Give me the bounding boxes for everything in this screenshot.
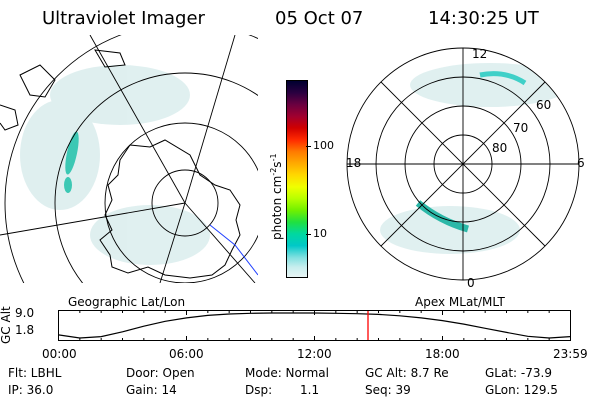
auroral-arc-geographic [64,131,79,193]
terminator-line [209,224,258,276]
timeline-xtick-0600: 06:00 [169,347,204,361]
status-gain: Gain: 14 [126,383,177,397]
latlon-grid [0,35,258,283]
colorbar [286,80,308,278]
instrument-title: Ultraviolet Imager [42,8,205,29]
status-gc-alt: GC Alt: 8.7 Re [365,366,449,380]
timeline-ylabel: GC Alt [0,306,13,344]
right-panel-caption: Apex MLat/MLT [415,295,505,309]
mlat-label-80: 80 [492,141,508,155]
colorbar-unit-label: photon cm-2s-1 [269,153,284,240]
auroral-emission-faint-mag [380,63,570,254]
mlat-mlt-grid [346,47,580,281]
left-panel-caption: Geographic Lat/Lon [68,295,186,309]
mlat-label-60: 60 [536,98,552,112]
timeline-xtick-2359: 23:59 [553,347,588,361]
geographic-map [0,35,258,283]
status-dsp-label: Dsp: [245,383,273,397]
mlt-label-6: 6 [577,156,585,170]
timeline-ytick-top: 9.0 [15,306,35,320]
status-mode: Mode: Normal [245,366,329,380]
status-door: Door: Open [126,366,195,380]
timeline-xtick-1800: 18:00 [425,347,460,361]
timeline-xtick-0000: 00:00 [42,347,77,361]
colorbar-tick-label-10: 10 [313,227,327,240]
image-date: 05 Oct 07 [275,8,364,29]
mlt-label-18: 18 [346,156,362,170]
status-dsp-value: 1.1 [300,383,320,397]
status-filter: Flt: LBHL [8,366,62,380]
image-time: 14:30:25 UT [428,8,539,29]
status-seq: Seq: 39 [365,383,411,397]
series-line-gc-alt [58,312,571,339]
timeline-frame [58,310,571,341]
colorbar-tick-100 [306,146,311,147]
mlat-label-70: 70 [513,121,529,135]
status-ip: IP: 36.0 [8,383,54,397]
colorbar-tick-label-100: 100 [313,139,334,152]
orbit-altitude-chart [58,310,571,341]
colorbar-tick-10 [306,234,311,235]
status-glat: GLat: -73.9 [485,366,552,380]
timeline-xtick-1200: 12:00 [297,347,332,361]
mlt-label-0: 0 [467,276,475,290]
coastlines [0,49,241,279]
timeline-ytick-bottom: 1.8 [15,323,35,337]
mlt-label-12: 12 [472,47,488,61]
magnetic-polar-plot [346,47,580,281]
auroral-arc-dayside [479,71,527,86]
status-glon: GLon: 129.5 [485,383,558,397]
